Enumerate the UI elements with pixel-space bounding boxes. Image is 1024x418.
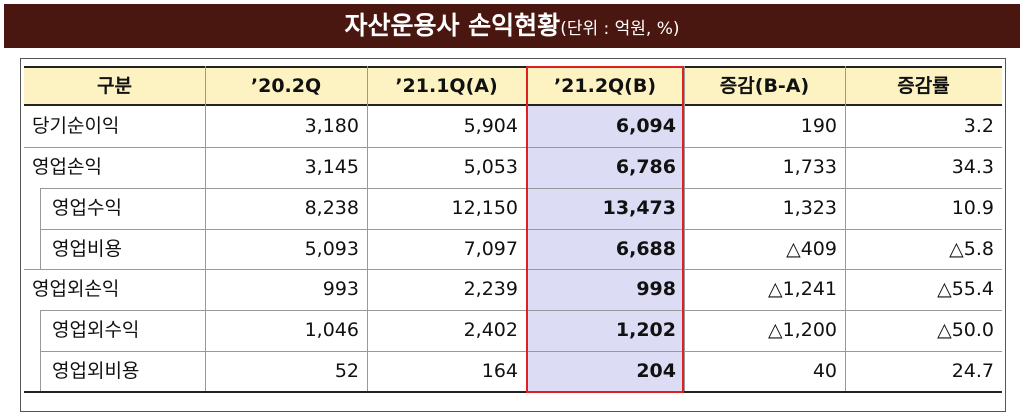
- value-cell: △5.8: [949, 237, 994, 260]
- value-cell: △55.4: [937, 278, 994, 301]
- value-cell: △1,200: [767, 319, 837, 342]
- value-cell: 2,402: [463, 319, 518, 342]
- header-bg: [24, 66, 1002, 106]
- row-divider: [40, 187, 1002, 189]
- title: 자산운용사 손익현황: [344, 11, 561, 40]
- row-label: 영업외수익: [52, 319, 140, 342]
- indent-divider: [40, 187, 41, 229]
- value-cell: 6,786: [615, 155, 676, 178]
- value-cell: 2,239: [463, 278, 518, 301]
- value-cell: 5,093: [304, 237, 359, 260]
- value-cell: 1,323: [782, 196, 837, 219]
- table-bottom: [24, 391, 1002, 393]
- value-cell: 6,094: [615, 115, 676, 137]
- row-divider: [24, 269, 1002, 271]
- row-divider: [40, 228, 1002, 230]
- value-cell: 40: [812, 360, 837, 383]
- value-cell: 3.2: [963, 115, 994, 137]
- row-label: 영업비용: [52, 237, 122, 260]
- row-label: 영업외손익: [32, 278, 120, 301]
- value-cell: 998: [636, 278, 676, 301]
- unit: (단위 : 억원, %): [560, 19, 680, 39]
- row-divider: [24, 146, 1002, 148]
- value-cell: 24.7: [951, 360, 994, 383]
- header-cell: ’21.1Q(A): [395, 75, 498, 97]
- header-cell: 증감률: [897, 75, 950, 97]
- value-cell: 5,904: [463, 115, 518, 137]
- value-cell: 3,145: [304, 155, 359, 178]
- value-cell: 34.3: [951, 155, 994, 178]
- header-cell: ’20.2Q: [250, 75, 322, 97]
- value-cell: 13,473: [602, 196, 676, 219]
- value-cell: 993: [322, 278, 359, 301]
- row-label: 당기순이익: [32, 115, 120, 137]
- value-cell: △50.0: [937, 319, 994, 342]
- value-cell: 1,733: [782, 155, 837, 178]
- value-cell: △409: [786, 237, 837, 260]
- row-label: 영업외비용: [52, 360, 140, 383]
- row-divider: [40, 351, 1002, 353]
- row-label: 영업손익: [32, 155, 102, 178]
- value-cell: 6,688: [615, 237, 676, 260]
- value-cell: 190: [800, 115, 837, 137]
- value-cell: 12,150: [451, 196, 518, 219]
- value-cell: 1,046: [304, 319, 359, 342]
- row-label: 영업수익: [52, 196, 122, 219]
- value-cell: 164: [481, 360, 518, 383]
- value-cell: 7,097: [463, 237, 518, 260]
- highlight-border: [526, 66, 684, 393]
- indent-divider: [40, 351, 41, 392]
- value-cell: 8,238: [304, 196, 359, 219]
- header-cell: 구분: [97, 75, 132, 97]
- value-cell: 5,053: [463, 155, 518, 178]
- value-cell: 52: [334, 360, 359, 383]
- highlight-column: [526, 106, 684, 392]
- header-cell: 증감(B-A): [719, 75, 810, 97]
- value-cell: 204: [636, 360, 676, 383]
- row-divider: [40, 310, 1002, 312]
- indent-divider: [40, 310, 41, 352]
- header-cell: ’21.2Q(B): [553, 75, 657, 97]
- value-cell: 1,202: [615, 319, 676, 342]
- value-cell: △1,241: [767, 278, 837, 301]
- table-frame: [20, 58, 1006, 412]
- indent-divider: [40, 228, 41, 270]
- title-bar: 자산운용사 손익현황(단위 : 억원, %): [4, 4, 1020, 48]
- value-cell: 10.9: [951, 196, 994, 219]
- value-cell: 3,180: [304, 115, 359, 137]
